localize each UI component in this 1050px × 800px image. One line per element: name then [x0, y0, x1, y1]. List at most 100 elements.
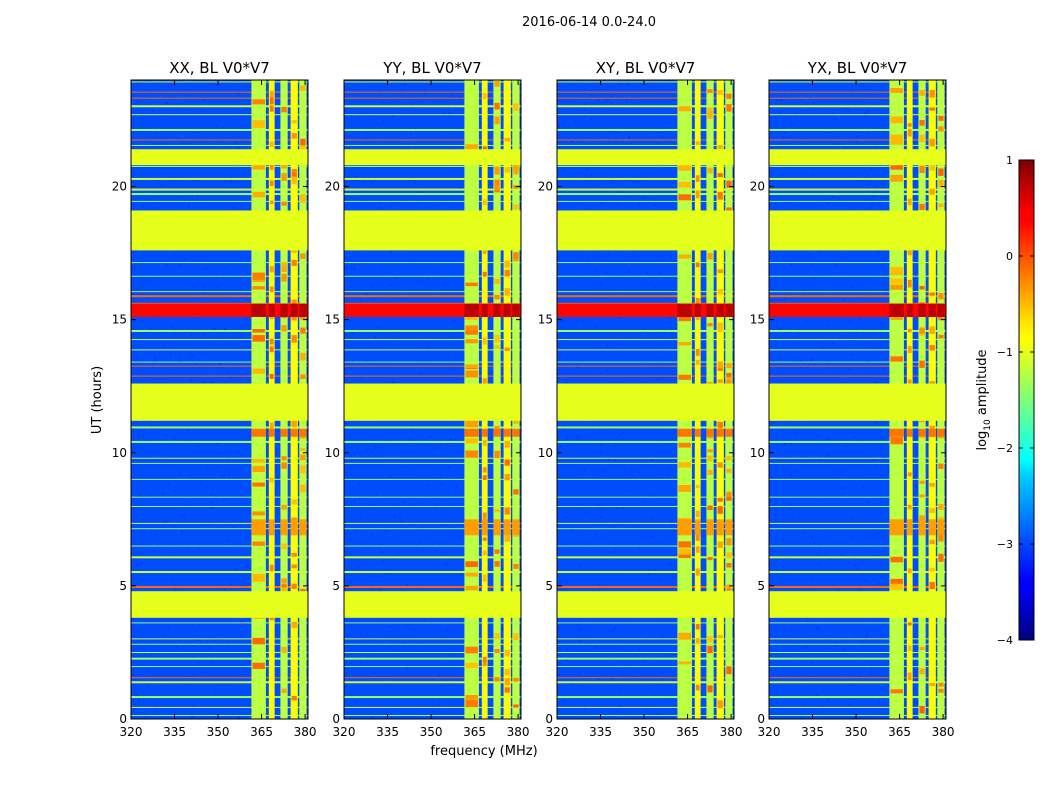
- noise-pixel: [361, 182, 364, 185]
- rfi-time-line: [557, 375, 734, 377]
- noise-pixel: [884, 94, 887, 97]
- noise-pixel: [566, 659, 569, 662]
- noise-pixel: [839, 278, 842, 281]
- noise-pixel: [138, 494, 141, 497]
- burst-cell: [280, 428, 288, 437]
- noise-pixel: [155, 707, 158, 710]
- noise-pixel: [289, 345, 292, 348]
- rfi-time-line: [131, 496, 308, 498]
- noise-pixel: [578, 327, 581, 330]
- noise-pixel: [770, 317, 773, 320]
- noise-pixel: [626, 487, 629, 490]
- rfi-time-line: [557, 571, 734, 574]
- noise-pixel: [345, 672, 348, 675]
- noise-pixel: [479, 461, 482, 464]
- panel-frame: [556, 79, 735, 720]
- noise-pixel: [772, 644, 775, 647]
- noise-pixel: [429, 491, 432, 494]
- noise-pixel: [408, 297, 411, 300]
- noise-pixel: [172, 253, 175, 256]
- noise-pixel: [625, 138, 628, 141]
- noise-pixel: [445, 451, 448, 454]
- rfi-blob: [513, 489, 519, 495]
- noise-pixel: [599, 450, 602, 453]
- noise-pixel: [201, 291, 204, 294]
- noise-pixel: [663, 352, 666, 355]
- rfi-blob: [482, 660, 487, 666]
- rfi-blob: [252, 329, 265, 333]
- noise-pixel: [857, 588, 860, 591]
- noise-pixel: [216, 465, 219, 468]
- rfi-time-line: [557, 188, 734, 191]
- noise-pixel: [566, 707, 569, 710]
- noise-pixel: [391, 504, 394, 507]
- rfi-time-line: [769, 81, 946, 83]
- noise-pixel: [557, 277, 560, 280]
- noise-pixel: [853, 716, 856, 719]
- noise-pixel: [800, 716, 803, 719]
- noise-pixel: [610, 449, 613, 452]
- noise-pixel: [247, 136, 250, 139]
- panel-frame: [768, 79, 947, 720]
- noise-pixel: [487, 631, 490, 634]
- noise-pixel: [228, 545, 231, 548]
- rfi-time-line: [769, 426, 946, 429]
- noise-pixel: [228, 472, 231, 475]
- noise-pixel: [445, 563, 448, 566]
- noise-pixel: [799, 366, 802, 369]
- noise-pixel: [618, 316, 621, 319]
- rfi-blob: [678, 164, 691, 171]
- rfi-time-line: [557, 128, 734, 131]
- noise-pixel: [297, 142, 300, 145]
- noise-pixel: [809, 523, 812, 526]
- noise-pixel: [427, 87, 430, 90]
- noise-pixel: [452, 265, 455, 268]
- noise-pixel: [859, 318, 862, 321]
- noise-pixel: [372, 297, 375, 300]
- noise-pixel: [885, 337, 888, 340]
- noise-pixel: [799, 422, 802, 425]
- rfi-blob: [726, 372, 732, 378]
- noise-pixel: [874, 421, 877, 424]
- rfi-blob: [938, 553, 944, 562]
- noise-pixel: [563, 699, 566, 702]
- noise-pixel: [399, 516, 402, 519]
- noise-pixel: [828, 685, 831, 688]
- noise-pixel: [181, 514, 184, 517]
- noise-pixel: [489, 584, 492, 587]
- noise-pixel: [459, 186, 462, 189]
- rfi-time-line: [769, 165, 946, 167]
- noise-pixel: [419, 561, 422, 564]
- noise-pixel: [665, 637, 668, 640]
- noise-pixel: [355, 175, 358, 178]
- rfi-time-line: [131, 657, 308, 660]
- rfi-blob: [678, 632, 691, 640]
- noise-pixel: [648, 278, 651, 281]
- noise-pixel: [850, 684, 853, 687]
- noise-pixel: [659, 578, 662, 581]
- burst-cell: [464, 303, 479, 317]
- noise-pixel: [241, 621, 244, 624]
- noise-pixel: [486, 351, 489, 354]
- noise-pixel: [703, 382, 706, 385]
- noise-pixel: [615, 376, 618, 379]
- noise-pixel: [174, 137, 177, 140]
- noise-pixel: [153, 543, 156, 546]
- rfi-blob: [465, 695, 478, 700]
- rfi-blob: [482, 250, 487, 254]
- noise-pixel: [805, 646, 808, 649]
- noise-pixel: [600, 539, 603, 542]
- noise-pixel: [905, 334, 908, 337]
- noise-pixel: [826, 437, 829, 440]
- y-tick-label: 10: [325, 446, 340, 460]
- rfi-time-line: [131, 375, 308, 377]
- noise-pixel: [636, 473, 639, 476]
- rfi-blob: [907, 123, 912, 127]
- noise-pixel: [652, 194, 655, 197]
- rfi-blob: [494, 81, 500, 87]
- rfi-time-line: [557, 81, 734, 83]
- burst-cell: [280, 303, 288, 317]
- noise-pixel: [131, 191, 134, 194]
- noise-pixel: [404, 83, 407, 86]
- noise-pixel: [778, 111, 781, 114]
